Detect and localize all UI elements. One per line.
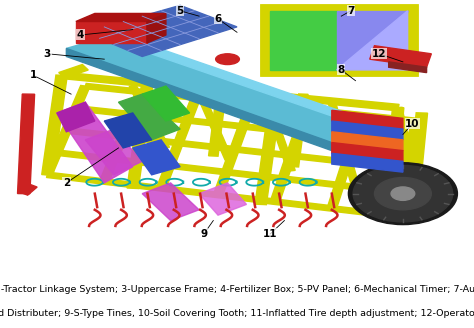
Polygon shape (43, 85, 90, 175)
Text: 12: 12 (372, 49, 386, 59)
Polygon shape (289, 94, 308, 167)
Polygon shape (270, 11, 337, 70)
Text: 6: 6 (214, 14, 222, 24)
Polygon shape (261, 5, 417, 75)
Ellipse shape (216, 54, 239, 65)
Circle shape (348, 163, 457, 225)
Polygon shape (133, 140, 180, 175)
Text: 8-Seed Distributer; 9-S-Type Tines, 10-Soil Covering Tooth; 11-Inflatted Tire de: 8-Seed Distributer; 9-S-Type Tines, 10-S… (0, 309, 474, 318)
Polygon shape (389, 62, 427, 72)
Polygon shape (364, 184, 404, 196)
Polygon shape (262, 96, 295, 171)
Polygon shape (118, 94, 180, 140)
Polygon shape (84, 83, 418, 124)
Polygon shape (42, 75, 67, 175)
Circle shape (391, 187, 415, 200)
Text: 2: 2 (63, 178, 70, 188)
Polygon shape (100, 91, 145, 182)
Polygon shape (255, 102, 281, 205)
Text: 7: 7 (347, 6, 355, 16)
Polygon shape (75, 106, 411, 147)
Polygon shape (270, 109, 311, 202)
Text: 1-Main Frame; 2-Tractor Linkage System; 3-Uppercase Frame; 4-Fertilizer Box; 5-P: 1-Main Frame; 2-Tractor Linkage System; … (0, 285, 474, 294)
Polygon shape (57, 102, 95, 132)
Text: 5: 5 (176, 6, 184, 16)
Text: 9: 9 (200, 229, 208, 239)
Polygon shape (85, 129, 142, 175)
Polygon shape (129, 85, 170, 149)
Polygon shape (332, 153, 403, 172)
Polygon shape (337, 11, 408, 70)
Polygon shape (76, 13, 166, 22)
Polygon shape (370, 46, 431, 67)
Polygon shape (384, 121, 422, 215)
Text: 1: 1 (29, 70, 37, 80)
Text: 10: 10 (405, 119, 419, 129)
Polygon shape (46, 172, 390, 218)
Circle shape (353, 165, 453, 222)
Polygon shape (195, 91, 232, 160)
Polygon shape (142, 86, 190, 121)
Polygon shape (332, 143, 403, 161)
Polygon shape (332, 132, 403, 151)
Polygon shape (57, 102, 133, 183)
Polygon shape (213, 103, 256, 195)
Polygon shape (56, 150, 397, 194)
Polygon shape (327, 115, 366, 209)
Polygon shape (85, 5, 237, 56)
Polygon shape (156, 97, 201, 189)
Polygon shape (142, 183, 199, 220)
Polygon shape (383, 108, 404, 215)
Text: 8: 8 (337, 65, 345, 75)
Polygon shape (20, 184, 37, 195)
Text: 3: 3 (44, 49, 51, 59)
Polygon shape (407, 113, 428, 210)
Polygon shape (66, 38, 370, 143)
Polygon shape (76, 22, 147, 43)
Polygon shape (104, 30, 370, 129)
Polygon shape (337, 11, 408, 70)
Polygon shape (147, 13, 166, 43)
Polygon shape (59, 65, 88, 78)
Polygon shape (332, 121, 403, 140)
Polygon shape (18, 94, 35, 194)
Polygon shape (199, 183, 246, 215)
Text: 11: 11 (263, 229, 277, 239)
Polygon shape (65, 128, 404, 171)
Polygon shape (127, 86, 153, 189)
Polygon shape (209, 80, 228, 156)
Polygon shape (394, 107, 421, 194)
Text: 4: 4 (77, 30, 84, 40)
Polygon shape (61, 72, 399, 111)
Polygon shape (332, 110, 403, 129)
Polygon shape (104, 113, 152, 148)
Polygon shape (66, 49, 332, 151)
Circle shape (374, 177, 431, 210)
Polygon shape (328, 102, 358, 183)
